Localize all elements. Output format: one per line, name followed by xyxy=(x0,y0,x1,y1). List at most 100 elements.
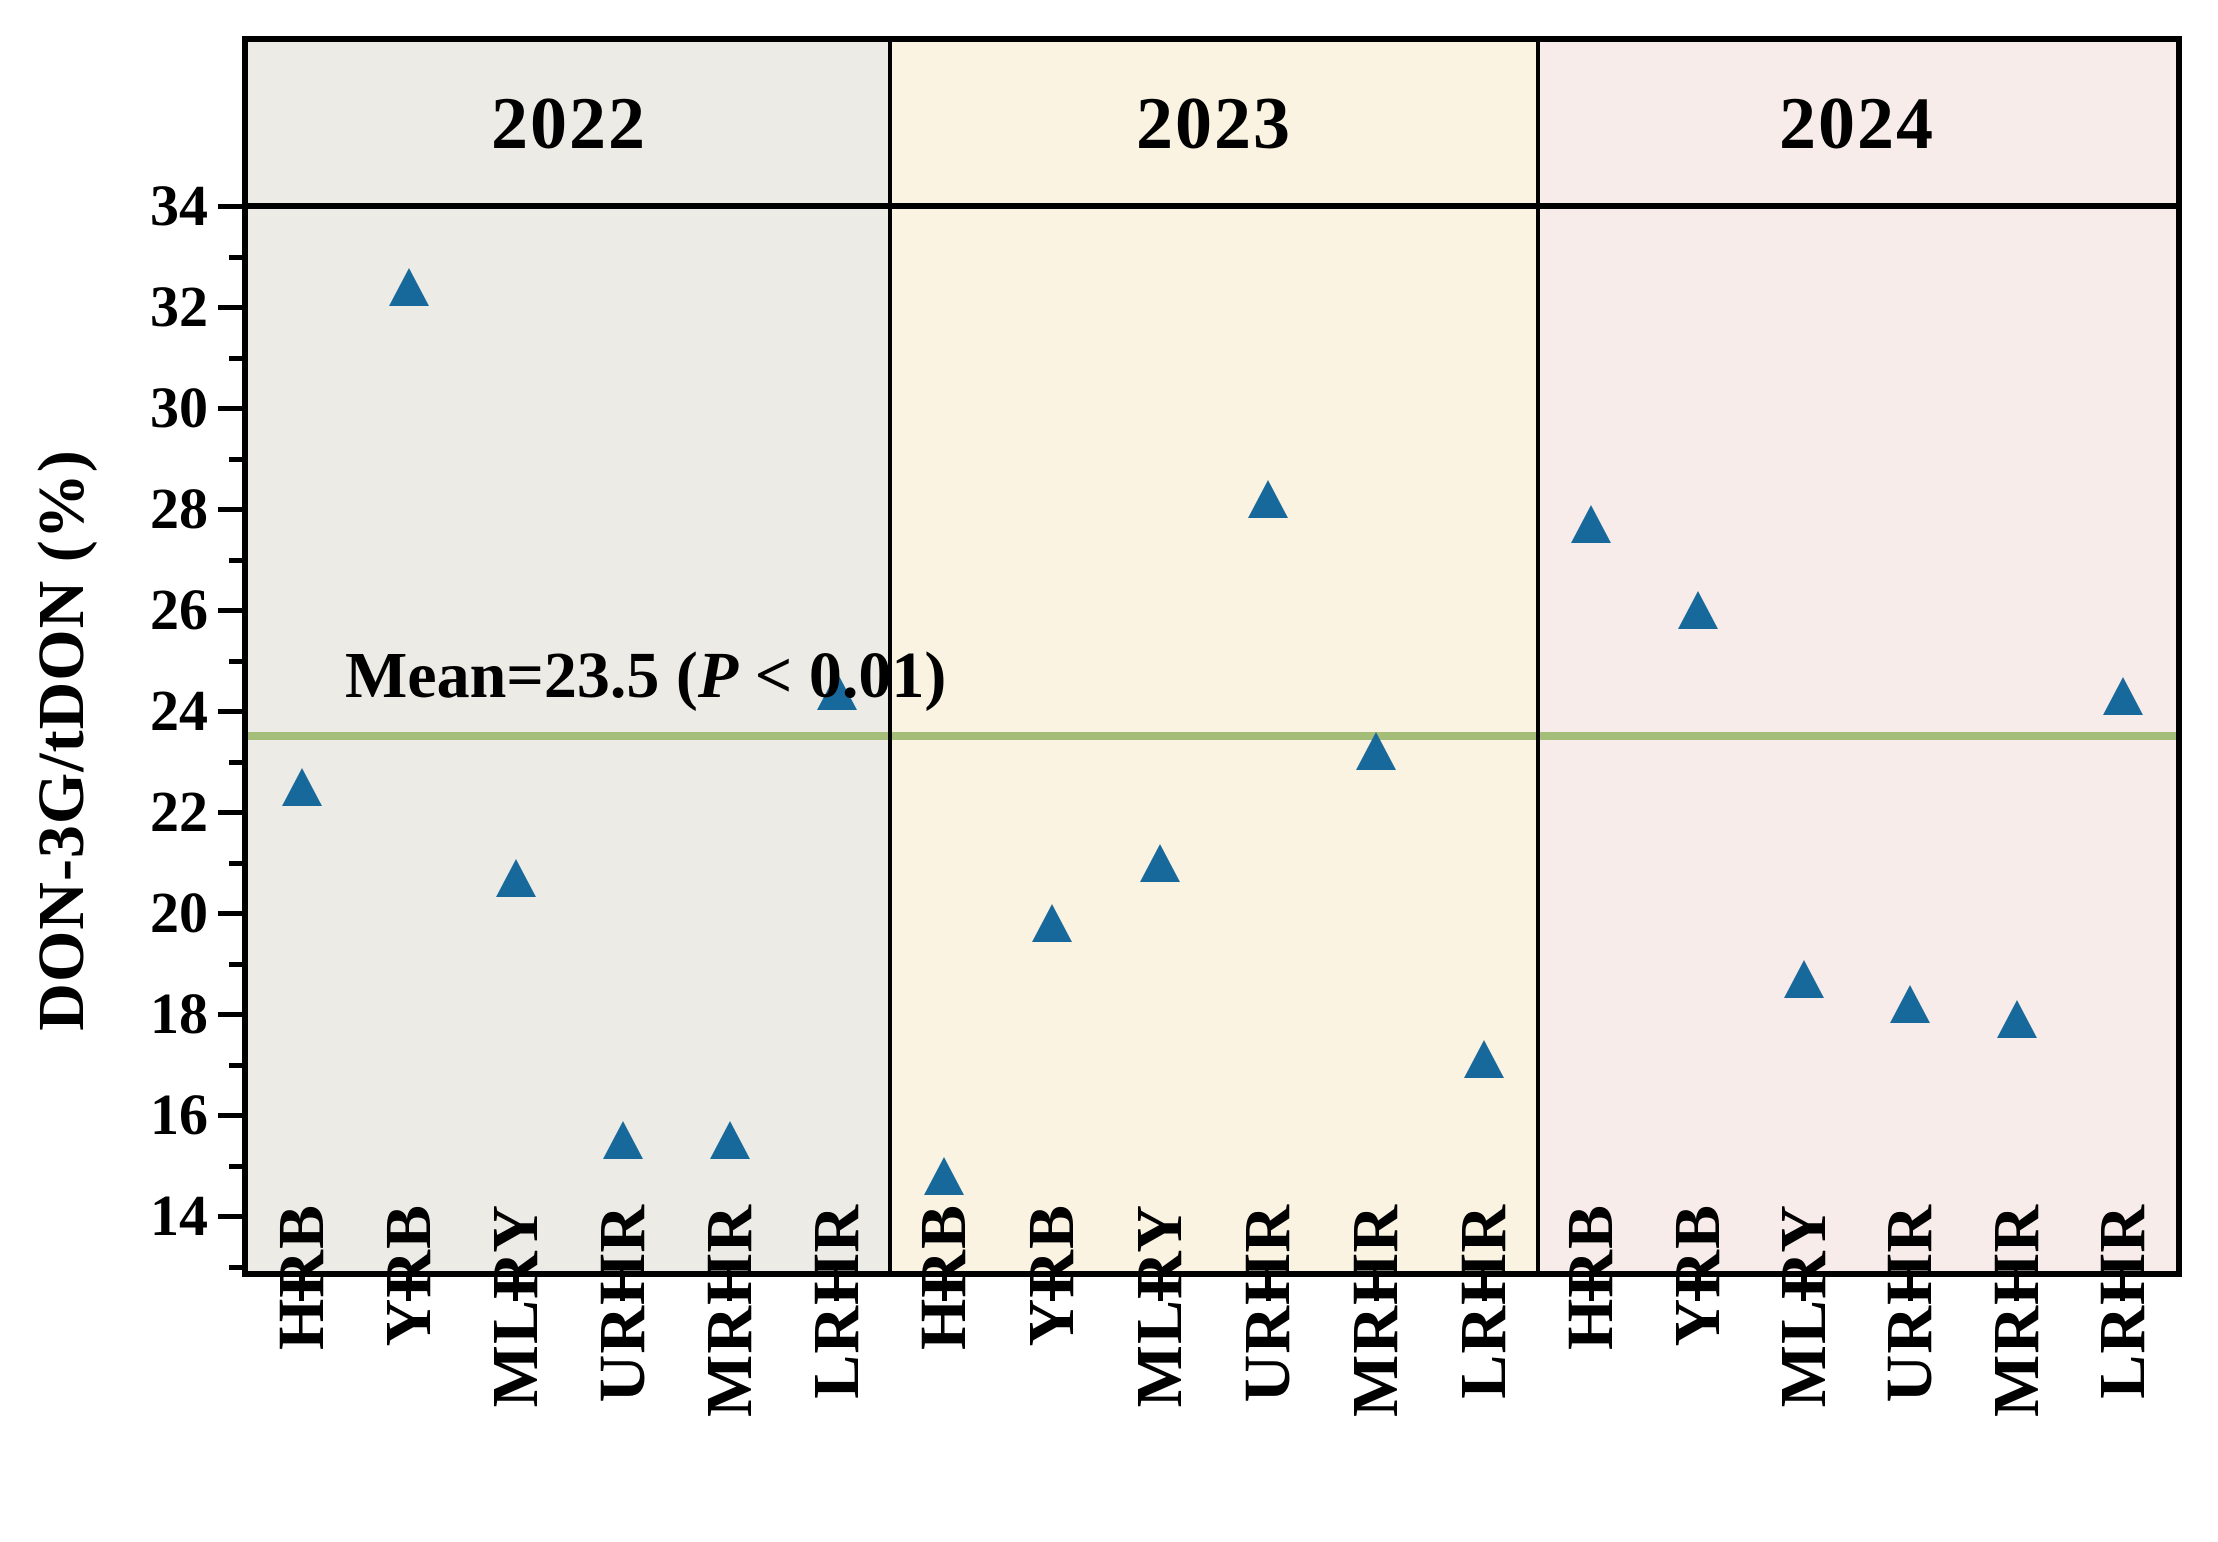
year-band-2022: 2022 xyxy=(248,42,890,206)
x-tick-2022-YRB xyxy=(406,1277,411,1301)
data-point-2023-YRB xyxy=(1032,904,1072,943)
data-point-2022-YRB xyxy=(388,267,429,306)
y-major-tick-20 xyxy=(218,911,242,916)
data-point-2022-MRHR xyxy=(709,1121,750,1160)
x-tick-2022-URHR xyxy=(620,1277,625,1301)
x-tick-2022-MLRY xyxy=(513,1277,518,1301)
x-tick-label-2024-LRHR: LRHR xyxy=(2085,1204,2159,1399)
y-major-tick-16 xyxy=(218,1113,242,1118)
x-tick-2023-MRHR xyxy=(1373,1277,1379,1301)
x-tick-2024-MLRY xyxy=(1801,1277,1807,1301)
y-minor-tick-13 xyxy=(229,1264,242,1270)
x-tick-label-2024-URHR: URHR xyxy=(1873,1204,1947,1403)
x-tick-label-2024-YRB: YRB xyxy=(1660,1204,1734,1347)
y-tick-label-18: 18 xyxy=(150,981,208,1046)
y-major-tick-30 xyxy=(218,406,242,411)
year-band-2023: 2023 xyxy=(890,42,1538,206)
x-tick-2022-HRB xyxy=(299,1277,304,1301)
y-major-tick-14 xyxy=(218,1214,242,1219)
mean-annotation-p-symbol: P xyxy=(697,639,739,712)
y-major-tick-32 xyxy=(218,305,242,310)
y-tick-label-30: 30 xyxy=(150,375,208,440)
data-point-2024-MLRY xyxy=(1783,959,1824,998)
x-tick-label-2023-MLRY: MLRY xyxy=(1123,1204,1196,1408)
y-minor-tick-19 xyxy=(229,961,242,967)
y-minor-tick-31 xyxy=(229,355,242,361)
y-minor-tick-27 xyxy=(229,557,242,563)
y-major-tick-34 xyxy=(218,204,242,209)
x-tick-2024-HRB xyxy=(1588,1277,1594,1301)
x-tick-label-2024-MRHR: MRHR xyxy=(1979,1204,2053,1417)
y-minor-tick-17 xyxy=(229,1062,242,1068)
data-point-2022-MLRY xyxy=(495,858,536,897)
data-point-2022-URHR xyxy=(602,1121,643,1160)
data-point-2022-LRHR xyxy=(816,671,857,710)
x-tick-label-2022-LRHR: LRHR xyxy=(799,1204,873,1399)
data-point-2023-URHR xyxy=(1248,479,1288,518)
y-minor-tick-25 xyxy=(229,658,242,664)
data-point-2023-LRHR xyxy=(1464,1040,1504,1079)
y-major-tick-22 xyxy=(218,810,242,815)
x-tick-label-2023-LRHR: LRHR xyxy=(1447,1204,1520,1399)
x-tick-2023-HRB xyxy=(941,1277,947,1301)
x-tick-2023-URHR xyxy=(1265,1277,1271,1301)
y-tick-label-32: 32 xyxy=(150,274,208,339)
data-point-2024-URHR xyxy=(1890,984,1931,1023)
y-tick-label-34: 34 xyxy=(150,173,208,238)
data-point-2023-MRHR xyxy=(1356,732,1396,771)
y-minor-tick-21 xyxy=(229,860,242,866)
y-minor-tick-23 xyxy=(229,759,242,765)
y-major-tick-18 xyxy=(218,1012,242,1017)
y-tick-label-26: 26 xyxy=(150,577,208,642)
y-tick-label-22: 22 xyxy=(150,779,208,844)
y-minor-tick-29 xyxy=(229,456,242,462)
x-tick-2023-MLRY xyxy=(1157,1277,1163,1301)
panel-divider-1 xyxy=(888,42,892,1271)
x-tick-2022-LRHR xyxy=(834,1277,839,1301)
x-tick-label-2023-URHR: URHR xyxy=(1231,1204,1304,1403)
y-major-tick-24 xyxy=(218,709,242,714)
y-tick-label-14: 14 xyxy=(150,1183,208,1248)
x-tick-2022-MRHR xyxy=(727,1277,732,1301)
data-point-2024-HRB xyxy=(1571,505,1612,544)
header-bottom-line xyxy=(242,203,2182,209)
mean-annotation: Mean=23.5 (P < 0.01) xyxy=(345,640,946,712)
data-point-2024-MRHR xyxy=(1996,1000,2037,1039)
data-point-2024-YRB xyxy=(1677,591,1718,629)
y-major-tick-28 xyxy=(218,507,242,512)
data-point-2023-HRB xyxy=(924,1156,964,1195)
x-tick-2023-LRHR xyxy=(1481,1277,1487,1301)
data-point-2024-LRHR xyxy=(2102,676,2143,715)
panel-divider-2 xyxy=(1536,42,1540,1271)
x-tick-label-2022-MLRY: MLRY xyxy=(478,1204,552,1408)
x-tick-label-2022-MRHR: MRHR xyxy=(692,1204,766,1417)
x-tick-label-2023-MRHR: MRHR xyxy=(1339,1204,1412,1417)
x-tick-label-2024-HRB: HRB xyxy=(1554,1204,1628,1351)
x-tick-2024-LRHR xyxy=(2120,1277,2126,1301)
y-tick-label-24: 24 xyxy=(150,678,208,743)
x-tick-2023-YRB xyxy=(1049,1277,1055,1301)
x-tick-label-2022-YRB: YRB xyxy=(371,1204,445,1347)
y-axis-title: DON-3G/tDON (%) xyxy=(25,449,98,1031)
x-tick-2024-YRB xyxy=(1695,1277,1700,1301)
mean-annotation-prefix: Mean=23.5 ( xyxy=(345,639,698,712)
y-tick-label-20: 20 xyxy=(150,880,208,945)
x-tick-label-2022-HRB: HRB xyxy=(264,1204,338,1351)
x-tick-2024-URHR xyxy=(1907,1277,1913,1301)
y-minor-tick-15 xyxy=(229,1163,242,1169)
x-tick-label-2023-HRB: HRB xyxy=(907,1204,980,1351)
year-band-2024: 2024 xyxy=(1538,42,2176,206)
x-tick-label-2022-URHR: URHR xyxy=(585,1204,659,1403)
x-tick-label-2023-YRB: YRB xyxy=(1015,1204,1088,1347)
mean-annotation-suffix: < 0.01) xyxy=(738,639,947,712)
data-point-2023-MLRY xyxy=(1140,843,1180,882)
x-tick-2024-MRHR xyxy=(2014,1277,2019,1301)
y-major-tick-26 xyxy=(218,608,242,613)
y-tick-label-28: 28 xyxy=(150,476,208,541)
x-tick-label-2024-MLRY: MLRY xyxy=(1766,1204,1840,1408)
data-point-2022-HRB xyxy=(281,767,322,806)
y-tick-label-16: 16 xyxy=(150,1082,208,1147)
y-minor-tick-33 xyxy=(229,254,242,260)
mean-reference-line xyxy=(248,732,2176,741)
